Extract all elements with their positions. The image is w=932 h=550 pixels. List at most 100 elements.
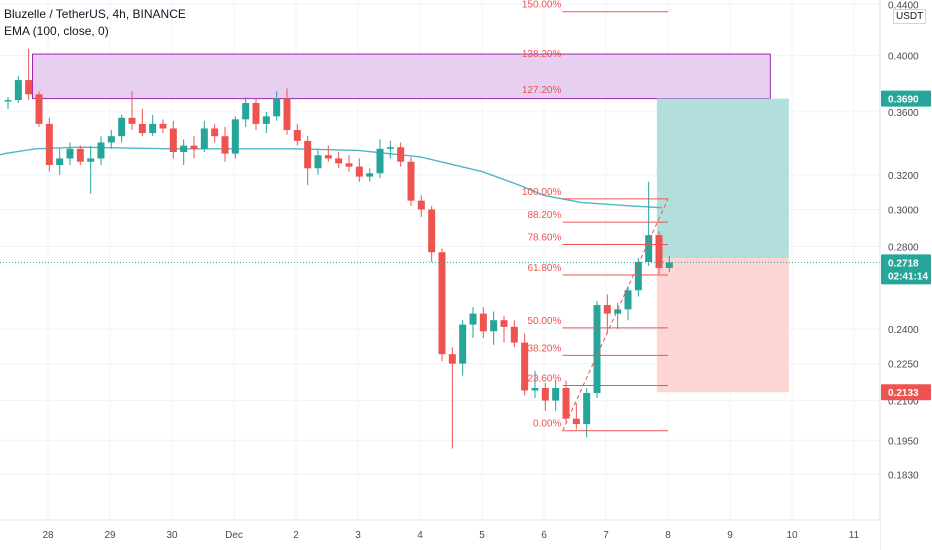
- price-tick-label: 0.3000: [888, 206, 919, 217]
- candle-body: [169, 128, 177, 152]
- candle: [583, 387, 591, 438]
- fib-level-label: 88.20%: [527, 210, 561, 221]
- candle-body: [645, 235, 653, 262]
- time-tick-label: 4: [417, 530, 423, 541]
- time-axis[interactable]: 28 29 30 Dec 2 3 4 5 6 7 8 9 10 11: [0, 519, 880, 550]
- candle: [510, 320, 518, 348]
- time-tick-label: 8: [665, 530, 671, 541]
- candle-body: [541, 387, 549, 401]
- candle: [624, 286, 632, 321]
- candle-body: [521, 342, 529, 391]
- candle: [211, 123, 219, 143]
- fib-level-label: 38.20%: [527, 343, 561, 354]
- candle-body: [593, 305, 601, 393]
- candle: [283, 88, 291, 135]
- candle: [665, 256, 673, 272]
- candle: [25, 48, 33, 101]
- candle-body: [500, 320, 508, 327]
- candle: [56, 148, 64, 175]
- candle-body: [138, 123, 146, 134]
- candle-body: [583, 392, 591, 425]
- candle: [118, 114, 126, 143]
- price-tag: [881, 384, 931, 401]
- resistance-zone: [32, 53, 771, 100]
- candle-body: [4, 100, 12, 102]
- candle: [531, 370, 539, 399]
- time-tick-label: 30: [166, 530, 178, 541]
- candle: [521, 333, 529, 396]
- fib-level-label: 61.80%: [527, 263, 561, 274]
- last-price-tag-text: 0.2718: [888, 258, 919, 269]
- candle: [386, 140, 394, 159]
- fib-level-label: 0.00%: [533, 419, 561, 430]
- candle: [655, 231, 663, 274]
- candle-body: [149, 123, 157, 134]
- candle: [107, 130, 115, 149]
- candle: [45, 117, 53, 172]
- candle-body: [531, 387, 539, 391]
- candle: [221, 126, 229, 162]
- time-tick-label: 11: [849, 530, 860, 541]
- candle-body: [572, 418, 580, 425]
- candle: [335, 151, 343, 169]
- candle-body: [200, 128, 208, 149]
- position-profit-zone: [656, 98, 789, 259]
- candle: [603, 294, 611, 334]
- fib-trend-line: [562, 198, 669, 431]
- candle: [242, 97, 250, 127]
- candle-body: [273, 98, 281, 117]
- candle-body: [87, 158, 95, 162]
- candle: [500, 315, 508, 343]
- candle-body: [407, 161, 415, 201]
- candle: [35, 91, 43, 127]
- candle: [159, 119, 167, 134]
- fib-level-label: 127.20%: [522, 85, 562, 96]
- candle: [562, 380, 570, 422]
- candle: [128, 91, 136, 131]
- time-axis-background: [0, 520, 880, 550]
- time-tick-label: 5: [479, 530, 485, 541]
- price-tick-label: 0.1830: [888, 470, 919, 481]
- candle-body: [242, 102, 250, 120]
- price-axis[interactable]: 0.4400 0.4000 0.3600 0.3200 0.3000 0.2800 0.24…: [879, 0, 932, 550]
- candle-body: [128, 117, 136, 124]
- price-tick-label: 0.4000: [888, 51, 919, 62]
- candle-body: [14, 80, 22, 101]
- candle: [273, 91, 281, 121]
- candle: [200, 120, 208, 152]
- candle: [366, 168, 374, 182]
- candle-body: [510, 326, 518, 343]
- candle-body: [603, 305, 611, 314]
- candle: [324, 145, 332, 162]
- candle: [304, 136, 312, 186]
- time-tick-label: Dec: [225, 530, 243, 541]
- candle: [572, 403, 580, 430]
- candle-body: [25, 80, 33, 95]
- candle-series: [4, 48, 673, 449]
- candle-body: [655, 235, 663, 268]
- currency-label[interactable]: USDT: [893, 9, 927, 24]
- candle: [314, 148, 322, 175]
- candle-body: [262, 116, 270, 124]
- candle: [149, 114, 157, 137]
- candle: [231, 116, 239, 159]
- chart-zones: [32, 53, 789, 393]
- candle: [345, 155, 353, 172]
- candle-body: [283, 98, 291, 131]
- candle: [645, 181, 653, 266]
- fib-retracement[interactable]: 0.00% 23.60% 38.20% 50.00% 61.80% 78.60% 88.20…: [522, 0, 669, 432]
- candle: [438, 248, 446, 362]
- candle: [397, 142, 405, 167]
- chart-legend: Bluzelle / TetherUS, 4h, BINANCE EMA (10…: [4, 6, 186, 40]
- candle-body: [221, 136, 229, 154]
- candle: [614, 302, 622, 330]
- price-tag: [881, 90, 931, 107]
- candle: [490, 311, 498, 345]
- candle: [552, 380, 560, 411]
- candle: [190, 136, 198, 159]
- price-tick-label: 0.2250: [888, 360, 919, 371]
- candle-body: [614, 309, 622, 314]
- candle: [428, 205, 436, 262]
- candle-body: [624, 290, 632, 310]
